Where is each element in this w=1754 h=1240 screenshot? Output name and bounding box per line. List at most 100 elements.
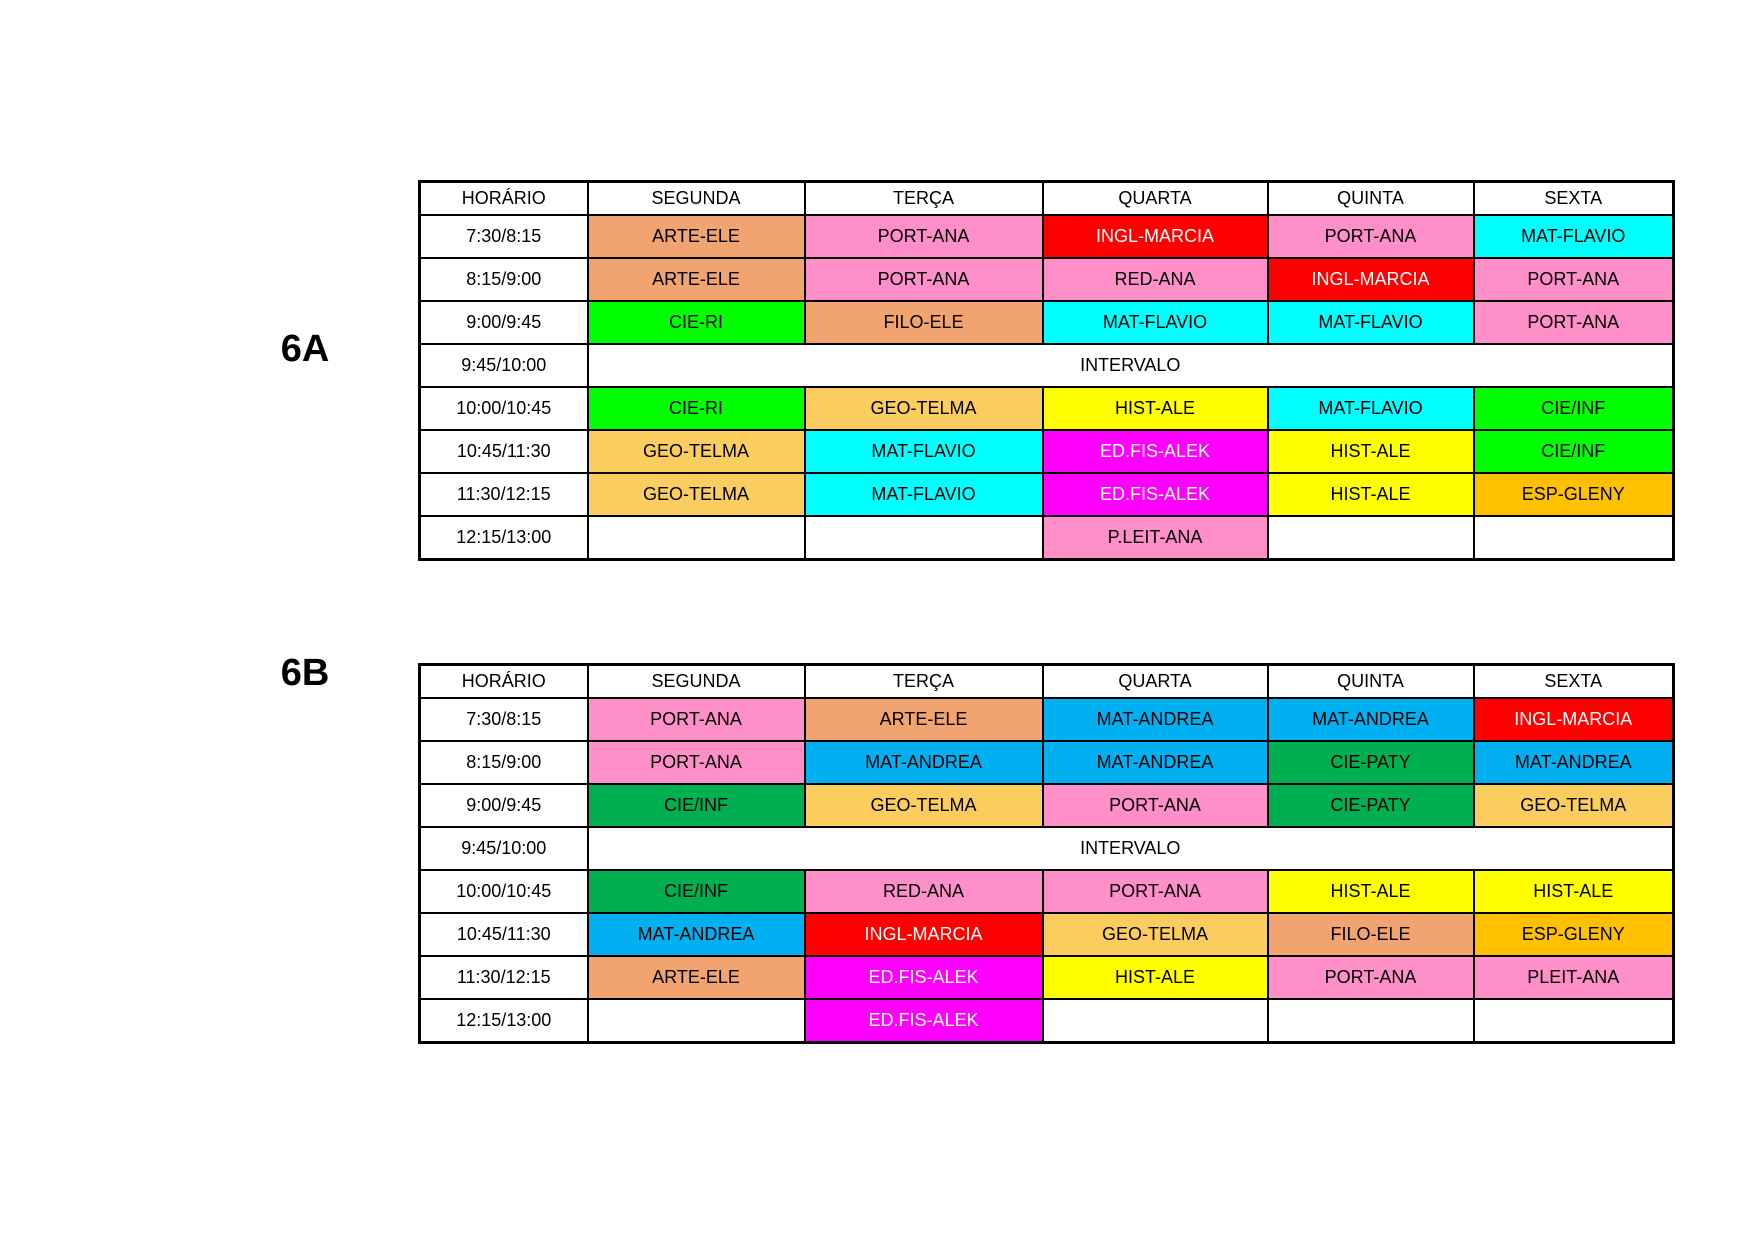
- empty-cell: [1041, 998, 1269, 1044]
- time-cell: 8:15/9:00: [418, 257, 589, 302]
- lesson-cell: MAT-FLAVIO: [1041, 300, 1269, 345]
- timetable-row: 9:00/9:45 CIE-RI FILO-ELE MAT-FLAVIO MAT-FLA…: [418, 300, 1675, 345]
- column-header: HORÁRIO: [418, 663, 589, 699]
- lesson-cell: MAT-FLAVIO: [1266, 300, 1475, 345]
- lesson-cell: PORT-ANA: [803, 214, 1044, 259]
- lesson-cell: MAT-ANDREA: [586, 912, 806, 957]
- class-label-6b: 6B: [280, 652, 330, 694]
- lesson-cell: MAT-FLAVIO: [1266, 386, 1475, 431]
- lesson-cell: MAT-FLAVIO: [803, 429, 1044, 474]
- lesson-cell: PORT-ANA: [1472, 300, 1675, 345]
- column-header: SEXTA: [1472, 663, 1675, 699]
- time-cell: 9:45/10:00: [418, 343, 589, 388]
- column-header: QUINTA: [1266, 663, 1475, 699]
- timetable-row: 11:30/12:15 ARTE-ELE ED.FIS-ALEK HIST-ALE PO…: [418, 955, 1675, 1000]
- timetable-row: 9:45/10:00 INTERVALO: [418, 343, 1675, 388]
- lesson-cell: MAT-ANDREA: [1266, 697, 1475, 742]
- lesson-cell: GEO-TELMA: [1472, 783, 1675, 828]
- lesson-cell: ARTE-ELE: [803, 697, 1044, 742]
- lesson-cell: GEO-TELMA: [1041, 912, 1269, 957]
- time-cell: 11:30/12:15: [418, 955, 589, 1000]
- timetable-row: 12:15/13:00 ED.FIS-ALEK: [418, 998, 1675, 1044]
- lesson-cell: GEO-TELMA: [803, 783, 1044, 828]
- column-header: QUINTA: [1266, 180, 1475, 216]
- lesson-cell: ARTE-ELE: [586, 257, 806, 302]
- time-cell: 7:30/8:15: [418, 214, 589, 259]
- lesson-cell: RED-ANA: [803, 869, 1044, 914]
- lesson-cell: ED.FIS-ALEK: [1041, 429, 1269, 474]
- column-header: HORÁRIO: [418, 180, 589, 216]
- lesson-cell: GEO-TELMA: [586, 472, 806, 517]
- empty-cell: [1472, 515, 1675, 561]
- empty-cell: [1472, 998, 1675, 1044]
- lesson-cell: HIST-ALE: [1041, 955, 1269, 1000]
- time-cell: 7:30/8:15: [418, 697, 589, 742]
- header-row: HORÁRIO SEGUNDA TERÇA QUARTA QUINTA SEXTA: [418, 180, 1675, 216]
- lesson-cell: HIST-ALE: [1266, 472, 1475, 517]
- timetable-row: 10:45/11:30 MAT-ANDREA INGL-MARCIA GEO-TELM…: [418, 912, 1675, 957]
- lesson-cell: ED.FIS-ALEK: [1041, 472, 1269, 517]
- lesson-cell: CIE-RI: [586, 386, 806, 431]
- lesson-cell: PORT-ANA: [1472, 257, 1675, 302]
- lesson-cell: HIST-ALE: [1266, 429, 1475, 474]
- time-cell: 9:45/10:00: [418, 826, 589, 871]
- lesson-cell: PORT-ANA: [1041, 783, 1269, 828]
- lesson-cell: MAT-FLAVIO: [1472, 214, 1675, 259]
- lesson-cell: HIST-ALE: [1041, 386, 1269, 431]
- timetable-row: 10:00/10:45 CIE/INF RED-ANA PORT-ANA HIST-AL…: [418, 869, 1675, 914]
- timetable-row: 10:45/11:30 GEO-TELMA MAT-FLAVIO ED.FIS-ALE…: [418, 429, 1675, 474]
- timetable-row: 8:15/9:00 PORT-ANA MAT-ANDREA MAT-ANDREA CIE…: [418, 740, 1675, 785]
- lesson-cell: P.LEIT-ANA: [1041, 515, 1269, 561]
- timetable-row: 7:30/8:15 PORT-ANA ARTE-ELE MAT-ANDREA MAT-A…: [418, 697, 1675, 742]
- empty-cell: [803, 515, 1044, 561]
- time-cell: 9:00/9:45: [418, 300, 589, 345]
- column-header: TERÇA: [803, 663, 1044, 699]
- lesson-cell: PLEIT-ANA: [1472, 955, 1675, 1000]
- lesson-cell: ESP-GLENY: [1472, 472, 1675, 517]
- lesson-cell: FILO-ELE: [1266, 912, 1475, 957]
- timetable-row: 12:15/13:00 P.LEIT-ANA: [418, 515, 1675, 561]
- lesson-cell: ARTE-ELE: [586, 214, 806, 259]
- lesson-cell: INGL-MARCIA: [1266, 257, 1475, 302]
- timetable-row: 11:30/12:15 GEO-TELMA MAT-FLAVIO ED.FIS-ALE…: [418, 472, 1675, 517]
- column-header: QUARTA: [1041, 663, 1269, 699]
- lesson-cell: HIST-ALE: [1472, 869, 1675, 914]
- header-row: HORÁRIO SEGUNDA TERÇA QUARTA QUINTA SEXTA: [418, 663, 1675, 699]
- timetable-6b: HORÁRIO SEGUNDA TERÇA QUARTA QUINTA SEXTA 7:30…: [418, 663, 1675, 1044]
- lesson-cell: CIE-PATY: [1266, 740, 1475, 785]
- lesson-cell: INGL-MARCIA: [803, 912, 1044, 957]
- timetable-6a: HORÁRIO SEGUNDA TERÇA QUARTA QUINTA SEXTA 7:30…: [418, 180, 1675, 561]
- lesson-cell: PORT-ANA: [1266, 955, 1475, 1000]
- lesson-cell: CIE/INF: [1472, 386, 1675, 431]
- time-cell: 8:15/9:00: [418, 740, 589, 785]
- lesson-cell: FILO-ELE: [803, 300, 1044, 345]
- empty-cell: [1266, 515, 1475, 561]
- column-header: SEGUNDA: [586, 663, 806, 699]
- empty-cell: [586, 998, 806, 1044]
- lesson-cell: PORT-ANA: [803, 257, 1044, 302]
- time-cell: 11:30/12:15: [418, 472, 589, 517]
- column-header: SEGUNDA: [586, 180, 806, 216]
- lesson-cell: CIE/INF: [1472, 429, 1675, 474]
- time-cell: 9:00/9:45: [418, 783, 589, 828]
- class-label-6a: 6A: [280, 328, 330, 370]
- lesson-cell: PORT-ANA: [1041, 869, 1269, 914]
- time-cell: 12:15/13:00: [418, 515, 589, 561]
- time-cell: 12:15/13:00: [418, 998, 589, 1044]
- lesson-cell: ED.FIS-ALEK: [803, 998, 1044, 1044]
- time-cell: 10:45/11:30: [418, 912, 589, 957]
- timetable-row: 7:30/8:15 ARTE-ELE PORT-ANA INGL-MARCIA PORT…: [418, 214, 1675, 259]
- timetable-row: 8:15/9:00 ARTE-ELE PORT-ANA RED-ANA INGL-MAR…: [418, 257, 1675, 302]
- lesson-cell: INGL-MARCIA: [1041, 214, 1269, 259]
- interval-cell: INTERVALO: [586, 343, 1675, 388]
- empty-cell: [1266, 998, 1475, 1044]
- interval-cell: INTERVALO: [586, 826, 1675, 871]
- lesson-cell: HIST-ALE: [1266, 869, 1475, 914]
- column-header: QUARTA: [1041, 180, 1269, 216]
- column-header: TERÇA: [803, 180, 1044, 216]
- timetable-row: 9:00/9:45 CIE/INF GEO-TELMA PORT-ANA CIE-PAT…: [418, 783, 1675, 828]
- lesson-cell: PORT-ANA: [1266, 214, 1475, 259]
- column-header: SEXTA: [1472, 180, 1675, 216]
- lesson-cell: MAT-ANDREA: [1041, 697, 1269, 742]
